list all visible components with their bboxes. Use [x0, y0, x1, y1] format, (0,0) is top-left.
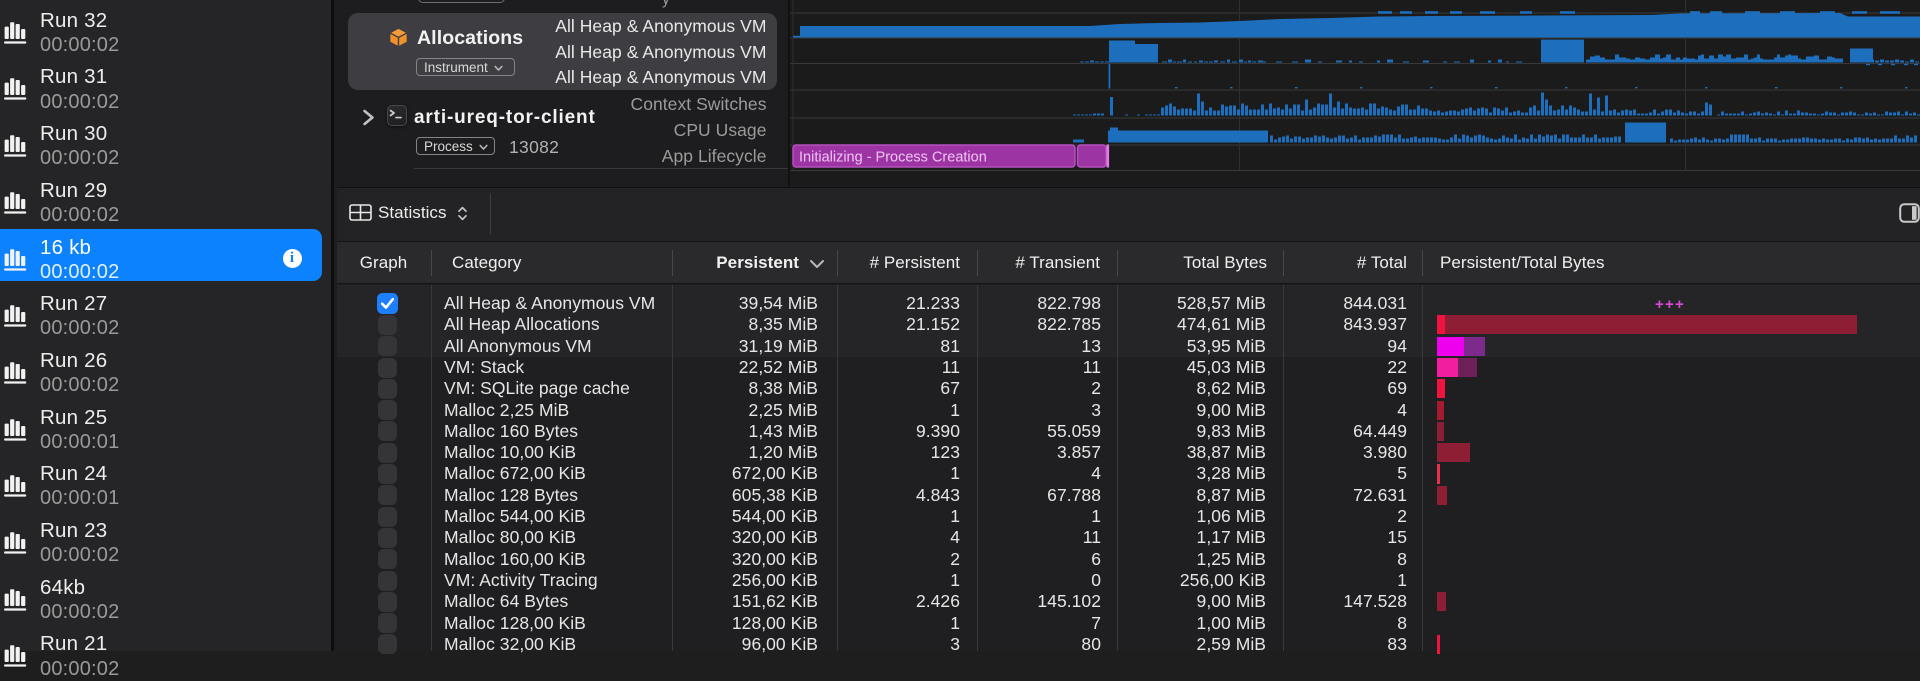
svg-text:Initializing - Process Creatio: Initializing - Process Creation [799, 150, 987, 166]
